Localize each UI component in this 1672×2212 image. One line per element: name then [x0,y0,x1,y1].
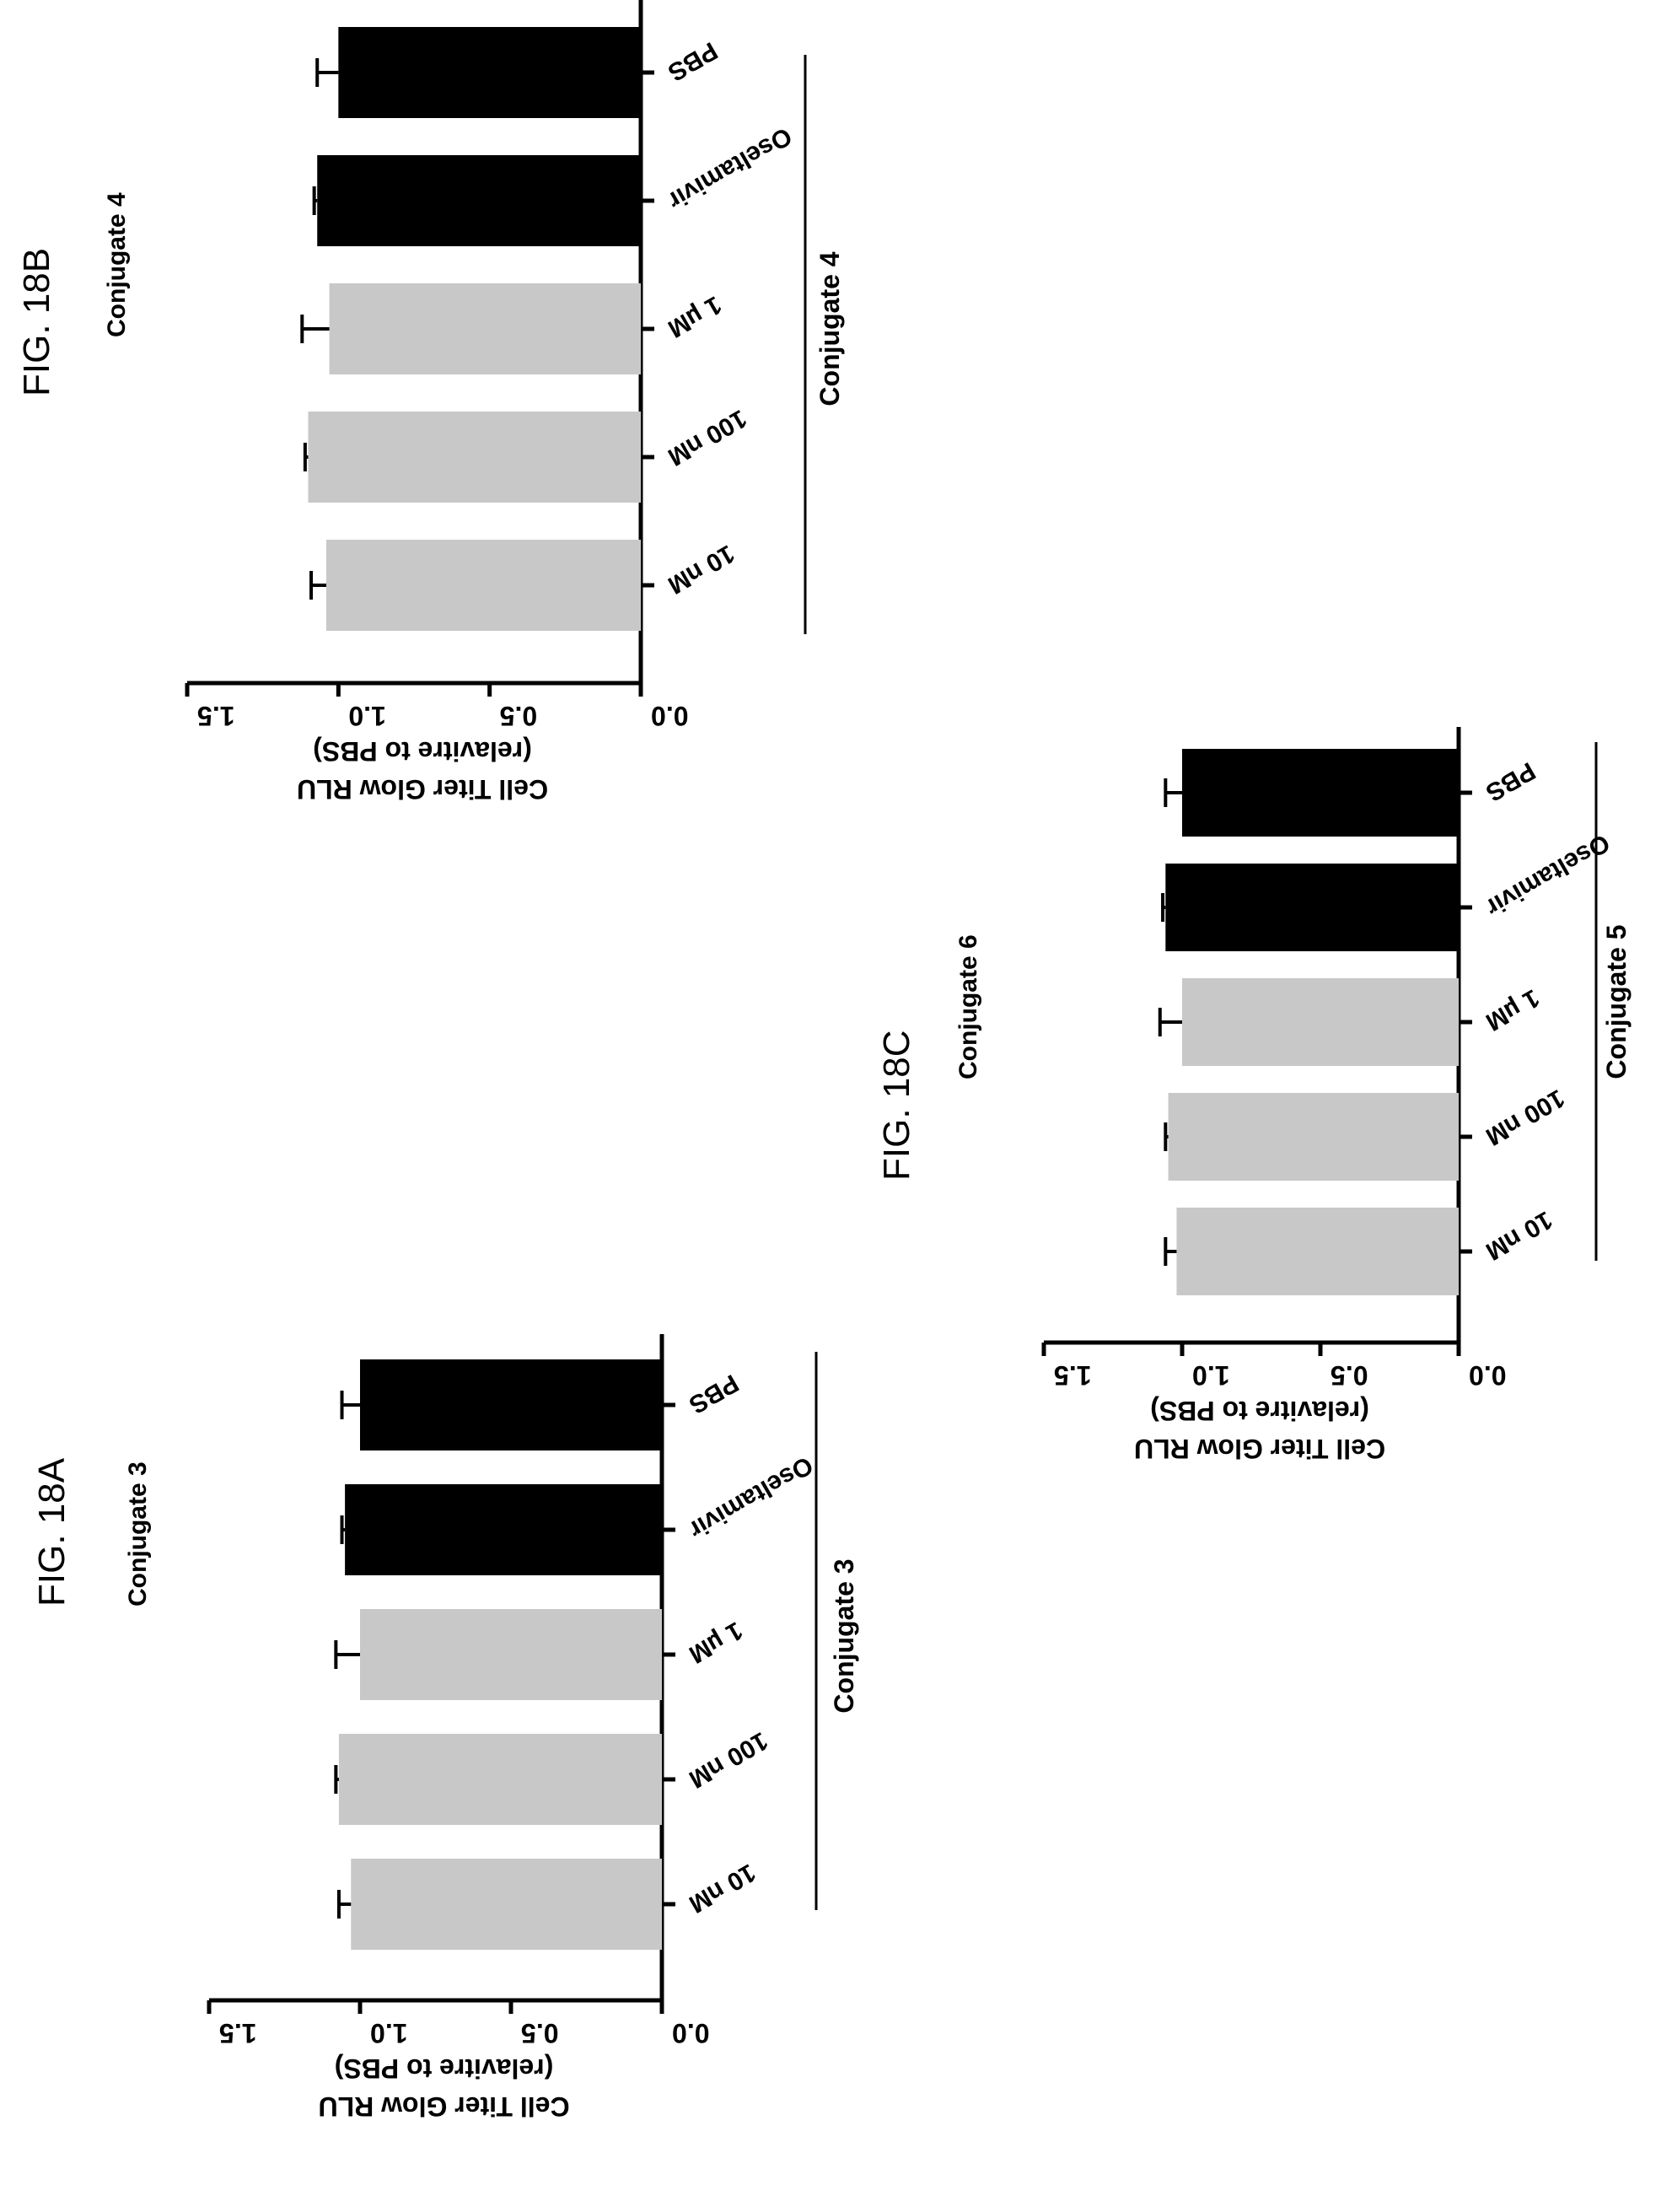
category-label: PBS [664,36,723,86]
value-axis-title-2: (relavitre to PBS) [313,736,532,767]
category-label: Oseltamivir [1481,828,1614,921]
value-tick-label: 0.5 [521,2018,558,2048]
group-label: Conjugate 4 [814,251,845,406]
category-label: 10 nM [1481,1205,1557,1265]
bar [325,540,641,631]
bar [360,1359,662,1450]
value-axis-title: Cell Titer Glow RLU [318,2091,569,2122]
value-tick-label: 0.5 [500,701,537,731]
value-tick-label: 1.5 [197,701,234,731]
category-label: PBS [1481,756,1540,806]
value-axis-title: Cell Titer Glow RLU [297,774,548,805]
bar [308,412,641,503]
category-label: 10 nM [685,1858,761,1918]
value-tick-label: 0.0 [1469,1360,1506,1391]
value-tick-label: 1.5 [219,2018,256,2048]
value-axis-title-2: (relavitre to PBS) [335,2053,554,2084]
value-axis-title: Cell Titer Glow RLU [1134,1434,1385,1464]
group-label: Conjugate 3 [829,1558,859,1713]
category-label: 10 nM [664,539,739,599]
value-tick-label: 0.0 [672,2018,709,2048]
category-label: 1 µM [1481,983,1545,1036]
category-label: 1 µM [664,290,727,342]
bar [1182,978,1459,1066]
chart-subtitle: Conjugate 6 [954,934,982,1079]
category-label: Oseltamivir [663,121,796,214]
category-label: Oseltamivir [684,1450,817,1543]
figure-title: FIG. 18C [876,1031,917,1181]
category-label: 100 nM [664,404,752,471]
bar [1182,749,1459,837]
category-label: 100 nM [1481,1084,1570,1150]
group-label: Conjugate 5 [1601,924,1632,1079]
value-tick-label: 1.5 [1054,1360,1091,1391]
figure-title: FIG. 18A [31,1457,73,1607]
figure-title: FIG. 18B [16,248,57,396]
category-label: PBS [685,1369,744,1418]
value-tick-label: 1.0 [370,2018,407,2048]
chart-subtitle: Conjugate 4 [103,192,131,337]
chart-subtitle: Conjugate 3 [124,1461,152,1607]
value-tick-label: 1.0 [348,701,385,731]
value-tick-label: 0.5 [1331,1360,1368,1391]
chart-3: FIG. 18C Conjugate 6 0.0 0.5 1.0 1.5 Cell Tite… [876,727,1632,1464]
bar [1176,1208,1459,1295]
value-axis-title-2: (relavitre to PBS) [1150,1396,1369,1426]
chart-2: FIG. 18B Conjugate 4 0.0 0.5 1.0 1.5 Cell Tite… [16,0,845,805]
bar [338,1734,662,1825]
bar [338,27,641,118]
category-label: 1 µM [685,1616,748,1668]
bar [1168,1093,1459,1181]
value-tick-label: 0.0 [651,701,688,731]
bar [329,283,641,374]
chart-1: FIG. 18A Conjugate 3 0.0 0.5 1.0 1.5 Cell Tite… [31,1334,859,2122]
bar [345,1484,662,1575]
category-label: 100 nM [685,1726,773,1793]
value-tick-label: 1.0 [1192,1360,1229,1391]
bar [351,1859,662,1950]
bar [317,155,641,246]
bar [1165,864,1459,951]
bar [360,1609,662,1700]
